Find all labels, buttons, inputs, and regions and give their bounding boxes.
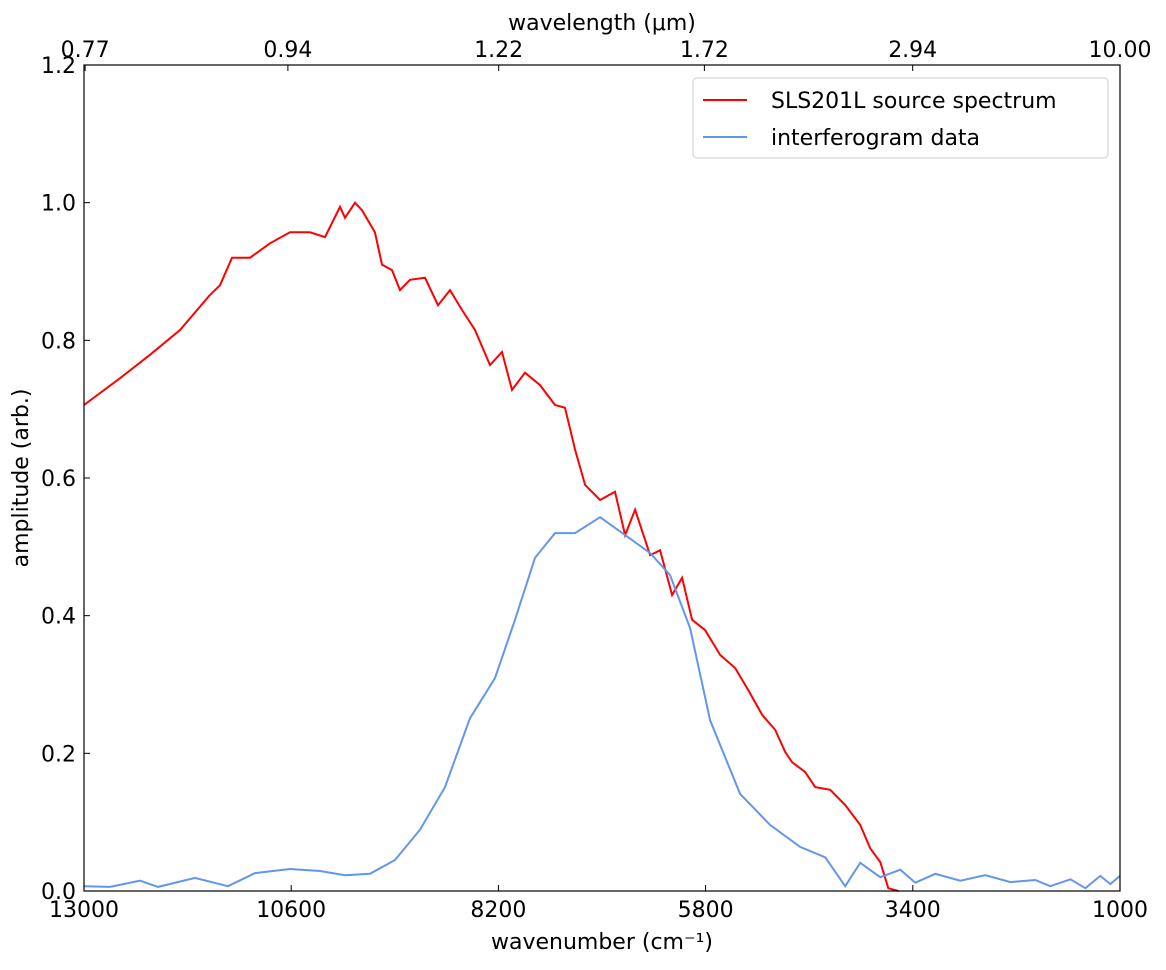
x-axis-label: wavenumber (cm⁻¹) — [491, 930, 713, 955]
y-tick-label: 1.2 — [41, 54, 76, 79]
y-tick-label: 1.0 — [41, 192, 76, 217]
data-line — [83, 201, 899, 892]
x-tick-label: 13000 — [49, 898, 119, 923]
x2-tick-label: 2.94 — [888, 38, 937, 63]
x-tick-label: 1000 — [1092, 898, 1148, 923]
x-tick-label: 5800 — [678, 898, 734, 923]
x2-tick-label: 0.94 — [263, 38, 312, 63]
x2-tick-label: 1.22 — [474, 38, 523, 63]
y-tick-label: 0.2 — [41, 742, 76, 767]
y-tick-label: 0.4 — [41, 605, 76, 630]
legend-label: SLS201L source spectrum — [771, 89, 1057, 114]
x-tick-label: 3400 — [885, 898, 941, 923]
x2-tick-label: 1.72 — [680, 38, 729, 63]
x-tick-label: 10600 — [256, 898, 326, 923]
x2-tick-label: 10.00 — [1089, 38, 1152, 63]
y-axis-label: amplitude (arb.) — [9, 389, 34, 568]
x2-axis-label: wavelength (μm) — [508, 11, 696, 36]
legend-box — [692, 77, 1109, 159]
x2-tick-label: 0.77 — [61, 38, 110, 63]
legend-label: interferogram data — [771, 126, 980, 151]
plot-frame — [83, 64, 1121, 892]
x-tick-label: 8200 — [470, 898, 526, 923]
y-tick-label: 0.8 — [41, 329, 76, 354]
data-line — [83, 515, 1121, 890]
y-tick-label: 0.0 — [41, 880, 76, 905]
y-tick-label: 0.6 — [41, 467, 76, 492]
